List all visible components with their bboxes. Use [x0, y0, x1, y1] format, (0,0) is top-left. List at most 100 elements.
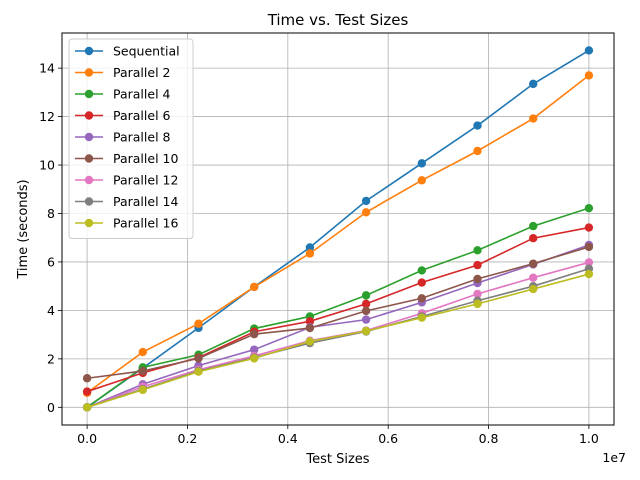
series-parallel-10: [82, 242, 594, 383]
data-point: [584, 269, 594, 279]
y-tick-label: 0: [47, 400, 55, 415]
data-point: [249, 329, 259, 339]
data-point: [473, 274, 482, 284]
data-point: [584, 258, 594, 267]
data-point: [361, 315, 371, 324]
data-point: [194, 367, 203, 376]
data-point: [361, 306, 371, 316]
data-point: [584, 203, 594, 213]
data-point: [361, 196, 371, 206]
y-tick-label: 2: [47, 351, 55, 366]
data-point: [361, 326, 371, 336]
x-axis: 0.0 0.2 0.4 0.6 0.8 1.0: [77, 425, 599, 446]
data-point: [138, 366, 147, 376]
y-tick-label: 4: [47, 303, 55, 318]
legend-label: Parallel 10: [113, 151, 178, 166]
series-line: [86, 244, 590, 409]
legend-marker: [84, 197, 94, 206]
data-point: [529, 221, 538, 231]
data-point: [529, 234, 538, 243]
y-tick-label: 10: [39, 158, 55, 173]
data-point: [82, 374, 92, 383]
chart-title: Time vs. Test Sizes: [267, 11, 409, 29]
data-point: [305, 337, 315, 346]
data-point: [82, 403, 92, 412]
data-point: [584, 223, 594, 232]
data-point: [361, 291, 371, 300]
legend-item: Parallel 16: [75, 216, 178, 231]
y-axis: 0 2 4 6 8 10 12 14: [39, 61, 62, 415]
legend-item: Parallel 8: [75, 130, 171, 145]
data-point: [249, 345, 259, 354]
y-tick-label: 12: [39, 109, 55, 124]
series-line: [86, 273, 590, 409]
series-layer: [82, 46, 594, 412]
legend: Sequential Parallel 2 Parallel 4 Parallel 6…: [68, 38, 194, 239]
data-point: [417, 266, 427, 275]
data-point: [417, 176, 427, 185]
data-point: [249, 354, 259, 363]
legend-label: Sequential: [113, 44, 180, 59]
y-axis-title: Time (seconds): [16, 179, 31, 279]
series-line: [86, 207, 590, 408]
data-point: [529, 114, 538, 123]
data-point: [305, 243, 315, 252]
data-point: [584, 46, 594, 55]
data-point: [361, 208, 371, 217]
data-point: [138, 347, 147, 357]
legend-marker: [84, 218, 94, 228]
data-point: [138, 385, 147, 395]
y-tick-label: 14: [39, 61, 55, 76]
x-tick-label: 1.0: [579, 431, 599, 446]
legend-item: Parallel 14: [75, 194, 178, 209]
data-point: [529, 273, 538, 282]
data-point: [529, 79, 538, 89]
x-tick-label: 0.8: [479, 431, 499, 446]
data-point: [529, 259, 538, 268]
legend-item: Parallel 6: [75, 108, 171, 123]
data-point: [473, 260, 482, 270]
data-point: [361, 299, 371, 309]
series-line: [86, 246, 590, 380]
legend-label: Parallel 8: [113, 130, 171, 145]
legend-marker: [84, 89, 94, 99]
legend-marker: [84, 68, 94, 77]
legend-marker: [84, 154, 94, 163]
legend-label: Parallel 2: [113, 65, 170, 80]
series-line: [86, 49, 590, 408]
data-point: [417, 294, 427, 303]
data-point: [584, 71, 594, 80]
legend-box: [68, 38, 194, 239]
series-parallel-2: [82, 71, 594, 397]
data-point: [417, 278, 427, 287]
series-parallel-16: [82, 269, 594, 412]
legend-marker: [84, 46, 94, 56]
data-point: [305, 249, 315, 258]
legend-marker: [84, 175, 94, 185]
data-point: [249, 282, 259, 292]
legend-item: Parallel 2: [75, 65, 170, 80]
data-point: [305, 323, 315, 333]
data-point: [194, 354, 203, 363]
data-point: [473, 289, 482, 299]
x-tick-label: 0.2: [178, 431, 198, 446]
legend-label: Parallel 16: [113, 216, 178, 231]
data-point: [584, 242, 594, 252]
data-point: [305, 317, 315, 326]
legend-marker: [84, 132, 94, 142]
x-tick-label: 0.0: [77, 431, 97, 446]
legend-item: Parallel 10: [75, 151, 178, 166]
legend-item: Parallel 4: [75, 87, 171, 102]
legend-label: Parallel 14: [113, 194, 178, 209]
legend-item: Sequential: [75, 44, 180, 59]
x-axis-offset-label: 1e7: [602, 450, 626, 465]
data-point: [417, 159, 427, 168]
data-point: [473, 121, 482, 130]
legend-label: Parallel 6: [113, 108, 171, 123]
x-tick-label: 0.6: [378, 431, 398, 446]
legend-label: Parallel 4: [113, 87, 171, 102]
plot-area-frame: [61, 32, 615, 426]
legend-item: Parallel 12: [75, 173, 178, 188]
